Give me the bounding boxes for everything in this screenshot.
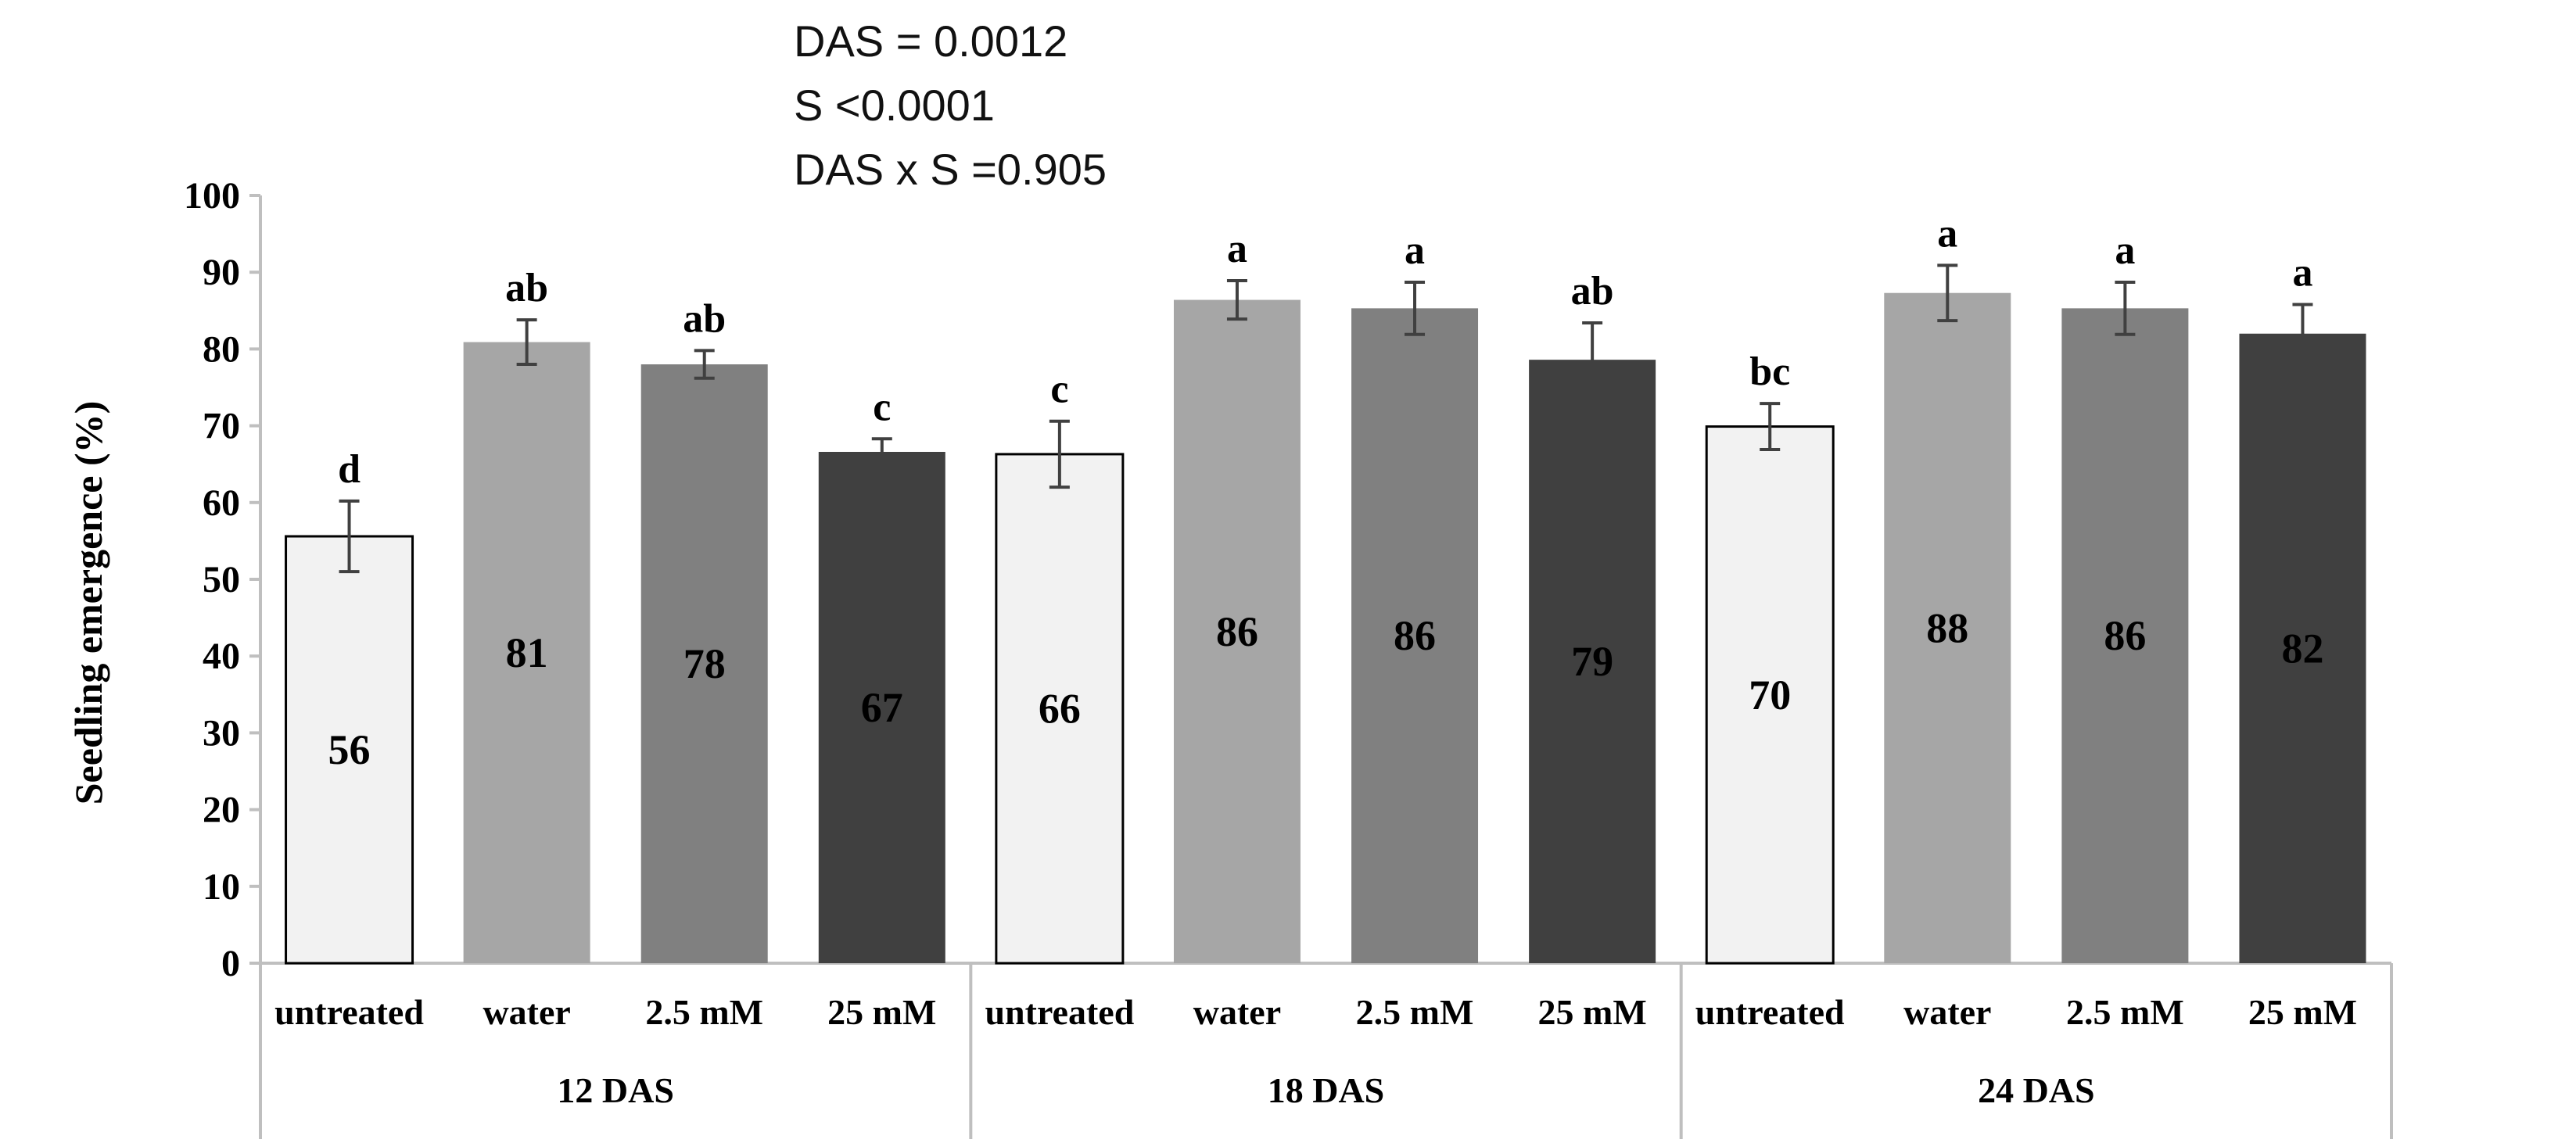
- stats-line-das: DAS = 0.0012: [794, 16, 1068, 66]
- bar: [463, 342, 590, 963]
- group-label: 12 DAS: [557, 1070, 674, 1110]
- y-tick-label: 10: [203, 866, 240, 908]
- category-label: 2.5 mM: [1356, 992, 1474, 1032]
- bar: [1705, 425, 1835, 965]
- data-label: 82: [2281, 625, 2323, 672]
- category-label: untreated: [1695, 992, 1845, 1032]
- bar: [995, 453, 1125, 965]
- data-label: 86: [1216, 608, 1258, 655]
- bar: [285, 535, 414, 965]
- bar: [2239, 333, 2366, 963]
- bar: [1529, 360, 1656, 963]
- significance-letter: a: [2292, 250, 2312, 295]
- category-label: water: [1193, 992, 1281, 1032]
- data-label: 86: [1394, 612, 1436, 659]
- category-label: 2.5 mM: [645, 992, 763, 1032]
- group-label: 24 DAS: [1978, 1070, 2095, 1110]
- significance-letter: bc: [1749, 349, 1790, 394]
- bar: [818, 451, 945, 963]
- data-label: 81: [506, 629, 548, 676]
- category-label: water: [1903, 992, 1991, 1032]
- significance-letter: ab: [683, 296, 726, 341]
- data-label: 67: [861, 684, 903, 731]
- significance-letter: c: [1050, 367, 1068, 412]
- y-tick-label: 80: [203, 328, 240, 370]
- y-tick-label: 100: [184, 175, 240, 217]
- significance-letter: a: [1405, 228, 1425, 273]
- y-tick-label: 90: [203, 252, 240, 293]
- stats-line-s: S <0.0001: [794, 81, 995, 130]
- stats-annotation: DAS = 0.0012 S <0.0001 DAS x S =0.905: [794, 9, 1107, 202]
- category-label: 25 mM: [2248, 992, 2357, 1032]
- y-tick-label: 70: [203, 406, 240, 447]
- y-tick-label: 60: [203, 482, 240, 524]
- y-tick-label: 0: [221, 943, 240, 984]
- data-label: 66: [1039, 685, 1081, 732]
- category-label: water: [483, 992, 570, 1032]
- category-label: 25 mM: [1538, 992, 1647, 1032]
- y-tick-label: 20: [203, 790, 240, 831]
- significance-letter: c: [873, 385, 891, 429]
- significance-letter: a: [1937, 211, 1957, 256]
- data-label: 88: [1926, 604, 1968, 651]
- data-label: 78: [683, 640, 726, 687]
- significance-letter: a: [2115, 228, 2135, 273]
- y-tick-label: 50: [203, 559, 240, 600]
- category-label: untreated: [985, 992, 1134, 1032]
- bar: [640, 364, 768, 963]
- y-tick-label: 40: [203, 636, 240, 677]
- data-label: 86: [2104, 612, 2146, 659]
- category-label: 25 mM: [827, 992, 936, 1032]
- y-axis-title: Seedling emergence (%): [66, 401, 110, 805]
- group-label: 18 DAS: [1268, 1070, 1385, 1110]
- bar: [2061, 308, 2189, 963]
- significance-letter: ab: [1571, 269, 1614, 314]
- data-label: 70: [1749, 672, 1791, 718]
- data-label: 79: [1571, 638, 1613, 685]
- bar: [1173, 299, 1301, 963]
- bar: [1884, 292, 2011, 963]
- y-tick-label: 30: [203, 712, 240, 754]
- category-label: 2.5 mM: [2066, 992, 2184, 1032]
- significance-letter: a: [1227, 227, 1247, 271]
- significance-letter: ab: [505, 266, 548, 310]
- data-label: 56: [328, 726, 371, 773]
- bar: [1351, 308, 1479, 963]
- significance-letter: d: [338, 447, 361, 492]
- category-label: untreated: [274, 992, 424, 1032]
- stats-line-interaction: DAS x S =0.905: [794, 145, 1107, 194]
